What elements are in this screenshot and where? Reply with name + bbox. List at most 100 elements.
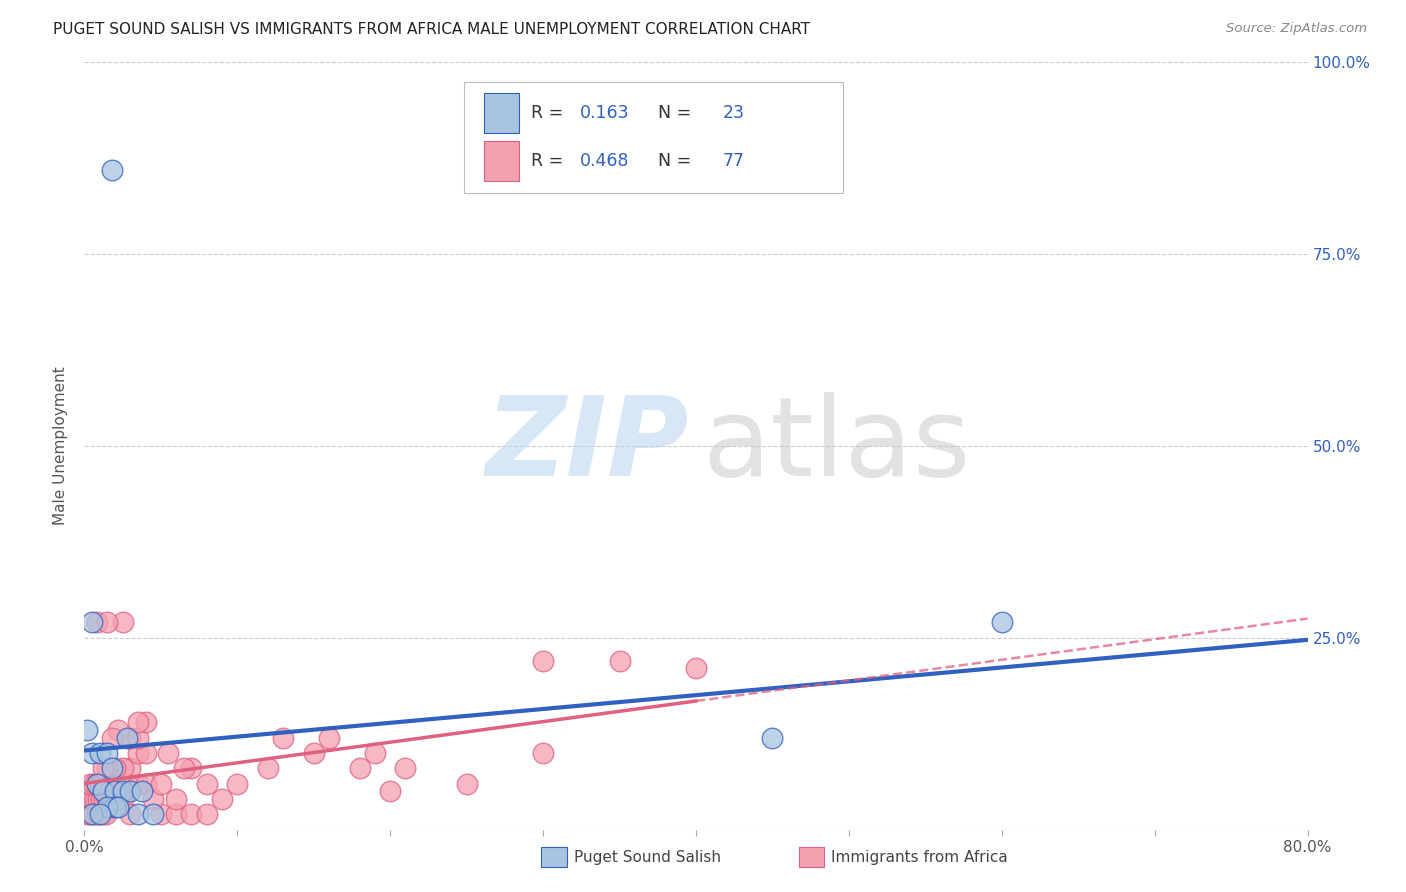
- Point: [101, 731, 124, 745]
- Point: [98, 792, 121, 806]
- Point: [91, 784, 114, 798]
- Point: [142, 792, 165, 806]
- Point: [127, 807, 149, 822]
- Point: [173, 761, 195, 775]
- Point: [96, 746, 118, 760]
- Point: [111, 784, 134, 798]
- Text: 0.468: 0.468: [579, 153, 630, 170]
- Point: [531, 654, 554, 668]
- Point: [83, 776, 105, 790]
- Point: [111, 792, 134, 806]
- Point: [104, 784, 127, 798]
- Point: [115, 731, 138, 745]
- Point: [302, 746, 325, 760]
- Point: [195, 776, 218, 790]
- Point: [101, 761, 124, 775]
- Point: [91, 807, 114, 822]
- Point: [77, 792, 100, 806]
- Point: [105, 792, 128, 806]
- Point: [318, 731, 340, 745]
- Point: [120, 731, 142, 745]
- Point: [79, 776, 101, 790]
- Point: [394, 761, 416, 775]
- Point: [110, 776, 132, 790]
- Y-axis label: Male Unemployment: Male Unemployment: [53, 367, 69, 525]
- Point: [108, 792, 131, 806]
- Point: [761, 731, 783, 745]
- Text: 0.163: 0.163: [579, 104, 630, 122]
- Point: [86, 776, 108, 790]
- Text: N =: N =: [647, 153, 697, 170]
- Point: [127, 731, 149, 745]
- Point: [104, 776, 127, 790]
- Text: 23: 23: [723, 104, 745, 122]
- Point: [107, 723, 129, 737]
- Point: [86, 615, 108, 630]
- Point: [142, 807, 165, 822]
- Point: [127, 776, 149, 790]
- Point: [364, 746, 387, 760]
- FancyBboxPatch shape: [484, 142, 519, 181]
- Point: [685, 661, 707, 675]
- Point: [131, 784, 153, 798]
- Point: [80, 792, 103, 806]
- Text: PUGET SOUND SALISH VS IMMIGRANTS FROM AFRICA MALE UNEMPLOYMENT CORRELATION CHART: PUGET SOUND SALISH VS IMMIGRANTS FROM AF…: [53, 22, 810, 37]
- Point: [93, 792, 115, 806]
- Point: [94, 776, 117, 790]
- Text: Immigrants from Africa: Immigrants from Africa: [831, 850, 1008, 864]
- Point: [96, 761, 118, 775]
- Point: [86, 776, 108, 790]
- Point: [80, 807, 103, 822]
- Point: [90, 792, 112, 806]
- Point: [89, 746, 111, 760]
- Point: [380, 784, 402, 798]
- Text: atlas: atlas: [702, 392, 970, 500]
- Text: N =: N =: [647, 104, 697, 122]
- Point: [157, 746, 180, 760]
- Point: [89, 807, 111, 822]
- Point: [120, 807, 142, 822]
- Point: [127, 746, 149, 760]
- Point: [135, 746, 157, 760]
- Point: [211, 792, 233, 806]
- Point: [456, 776, 478, 790]
- Point: [104, 761, 127, 775]
- Point: [531, 746, 554, 760]
- Point: [80, 615, 103, 630]
- Point: [101, 162, 124, 177]
- Point: [349, 761, 371, 775]
- Point: [97, 776, 120, 790]
- Point: [120, 761, 142, 775]
- Point: [111, 615, 134, 630]
- Point: [96, 615, 118, 630]
- Point: [79, 807, 101, 822]
- Point: [115, 776, 138, 790]
- Text: Source: ZipAtlas.com: Source: ZipAtlas.com: [1226, 22, 1367, 36]
- Text: 77: 77: [723, 153, 745, 170]
- Point: [89, 807, 111, 822]
- Point: [165, 807, 187, 822]
- Point: [149, 807, 172, 822]
- Point: [107, 799, 129, 814]
- Point: [180, 807, 202, 822]
- Point: [165, 792, 187, 806]
- Point: [149, 776, 172, 790]
- Point: [91, 761, 114, 775]
- Point: [127, 715, 149, 730]
- Point: [76, 807, 98, 822]
- Point: [91, 776, 114, 790]
- Point: [120, 784, 142, 798]
- Point: [991, 615, 1014, 630]
- Point: [89, 776, 111, 790]
- Point: [76, 723, 98, 737]
- Point: [195, 807, 218, 822]
- FancyBboxPatch shape: [464, 81, 842, 193]
- Point: [609, 654, 631, 668]
- Point: [107, 776, 129, 790]
- Point: [271, 731, 294, 745]
- Point: [103, 792, 125, 806]
- Point: [96, 792, 118, 806]
- Point: [84, 792, 107, 806]
- Point: [104, 799, 127, 814]
- Point: [135, 715, 157, 730]
